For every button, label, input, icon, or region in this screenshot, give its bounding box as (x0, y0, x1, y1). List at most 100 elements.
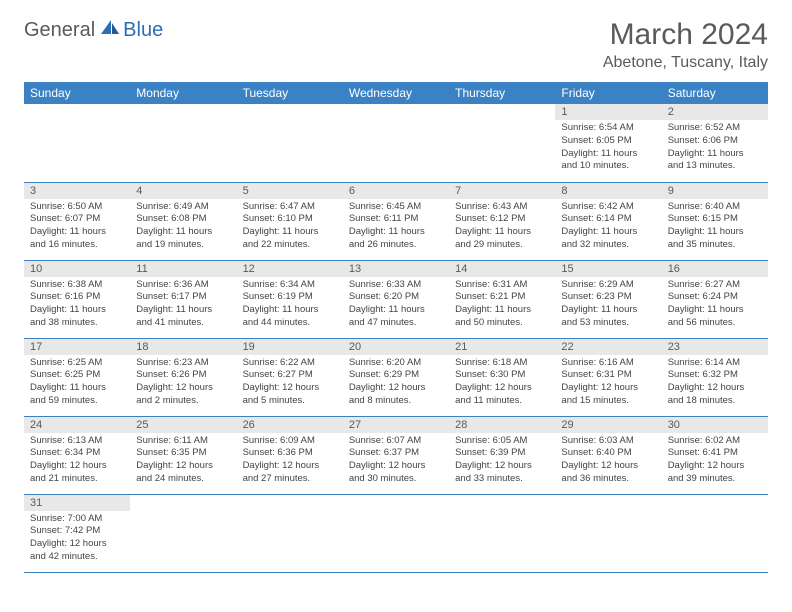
calendar-day-cell: 23Sunrise: 6:14 AMSunset: 6:32 PMDayligh… (662, 338, 768, 416)
daylight-text-1: Daylight: 12 hours (30, 538, 124, 551)
daylight-text-1: Daylight: 12 hours (243, 382, 337, 395)
sunrise-text: Sunrise: 6:33 AM (349, 279, 443, 292)
sunrise-text: Sunrise: 6:42 AM (561, 201, 655, 214)
daylight-text-2: and 33 minutes. (455, 473, 549, 486)
day-details: Sunrise: 6:45 AMSunset: 6:11 PMDaylight:… (343, 199, 449, 256)
daylight-text-2: and 50 minutes. (455, 317, 549, 330)
daylight-text-2: and 19 minutes. (136, 239, 230, 252)
calendar-day-cell: 2Sunrise: 6:52 AMSunset: 6:06 PMDaylight… (662, 104, 768, 182)
day-number: 25 (130, 417, 236, 433)
sunrise-text: Sunrise: 6:40 AM (668, 201, 762, 214)
day-number: 3 (24, 183, 130, 199)
day-details: Sunrise: 6:50 AMSunset: 6:07 PMDaylight:… (24, 199, 130, 256)
sunrise-text: Sunrise: 6:22 AM (243, 357, 337, 370)
daylight-text-2: and 24 minutes. (136, 473, 230, 486)
sunrise-text: Sunrise: 6:05 AM (455, 435, 549, 448)
calendar-day-cell: 12Sunrise: 6:34 AMSunset: 6:19 PMDayligh… (237, 260, 343, 338)
daylight-text-2: and 11 minutes. (455, 395, 549, 408)
daylight-text-1: Daylight: 12 hours (455, 460, 549, 473)
daylight-text-2: and 41 minutes. (136, 317, 230, 330)
calendar-day-cell: 27Sunrise: 6:07 AMSunset: 6:37 PMDayligh… (343, 416, 449, 494)
day-number: 6 (343, 183, 449, 199)
daylight-text-1: Daylight: 12 hours (349, 382, 443, 395)
daylight-text-1: Daylight: 11 hours (561, 226, 655, 239)
daylight-text-2: and 30 minutes. (349, 473, 443, 486)
daylight-text-1: Daylight: 12 hours (136, 460, 230, 473)
sunset-text: Sunset: 6:24 PM (668, 291, 762, 304)
daylight-text-2: and 29 minutes. (455, 239, 549, 252)
daylight-text-1: Daylight: 11 hours (243, 226, 337, 239)
day-details: Sunrise: 6:05 AMSunset: 6:39 PMDaylight:… (449, 433, 555, 490)
daylight-text-1: Daylight: 12 hours (668, 460, 762, 473)
sunset-text: Sunset: 6:08 PM (136, 213, 230, 226)
sunrise-text: Sunrise: 6:14 AM (668, 357, 762, 370)
daylight-text-2: and 38 minutes. (30, 317, 124, 330)
daylight-text-1: Daylight: 12 hours (561, 460, 655, 473)
day-number: 13 (343, 261, 449, 277)
day-header: Friday (555, 82, 661, 104)
calendar-day-cell: 10Sunrise: 6:38 AMSunset: 6:16 PMDayligh… (24, 260, 130, 338)
sunset-text: Sunset: 6:32 PM (668, 369, 762, 382)
daylight-text-2: and 53 minutes. (561, 317, 655, 330)
day-details: Sunrise: 6:07 AMSunset: 6:37 PMDaylight:… (343, 433, 449, 490)
day-details: Sunrise: 6:52 AMSunset: 6:06 PMDaylight:… (662, 120, 768, 177)
sunset-text: Sunset: 6:14 PM (561, 213, 655, 226)
day-number: 28 (449, 417, 555, 433)
calendar-empty-cell (237, 494, 343, 572)
calendar-day-cell: 8Sunrise: 6:42 AMSunset: 6:14 PMDaylight… (555, 182, 661, 260)
sunset-text: Sunset: 6:20 PM (349, 291, 443, 304)
day-details: Sunrise: 6:18 AMSunset: 6:30 PMDaylight:… (449, 355, 555, 412)
day-details: Sunrise: 6:11 AMSunset: 6:35 PMDaylight:… (130, 433, 236, 490)
calendar-day-cell: 22Sunrise: 6:16 AMSunset: 6:31 PMDayligh… (555, 338, 661, 416)
sunset-text: Sunset: 6:11 PM (349, 213, 443, 226)
calendar-day-cell: 6Sunrise: 6:45 AMSunset: 6:11 PMDaylight… (343, 182, 449, 260)
day-number: 23 (662, 339, 768, 355)
logo-text-general: General (24, 19, 95, 42)
sunset-text: Sunset: 6:16 PM (30, 291, 124, 304)
daylight-text-1: Daylight: 11 hours (561, 304, 655, 317)
daylight-text-1: Daylight: 12 hours (455, 382, 549, 395)
daylight-text-1: Daylight: 12 hours (30, 460, 124, 473)
daylight-text-2: and 15 minutes. (561, 395, 655, 408)
day-header: Monday (130, 82, 236, 104)
sunrise-text: Sunrise: 6:34 AM (243, 279, 337, 292)
sunset-text: Sunset: 6:06 PM (668, 135, 762, 148)
day-number: 10 (24, 261, 130, 277)
sunrise-text: Sunrise: 6:31 AM (455, 279, 549, 292)
day-details: Sunrise: 6:42 AMSunset: 6:14 PMDaylight:… (555, 199, 661, 256)
day-details: Sunrise: 6:03 AMSunset: 6:40 PMDaylight:… (555, 433, 661, 490)
day-header: Tuesday (237, 82, 343, 104)
sunrise-text: Sunrise: 6:25 AM (30, 357, 124, 370)
daylight-text-1: Daylight: 11 hours (561, 148, 655, 161)
daylight-text-2: and 10 minutes. (561, 160, 655, 173)
title-block: March 2024 Abetone, Tuscany, Italy (603, 18, 768, 72)
calendar-day-cell: 11Sunrise: 6:36 AMSunset: 6:17 PMDayligh… (130, 260, 236, 338)
sunrise-text: Sunrise: 6:20 AM (349, 357, 443, 370)
calendar-week-row: 3Sunrise: 6:50 AMSunset: 6:07 PMDaylight… (24, 182, 768, 260)
day-number: 18 (130, 339, 236, 355)
daylight-text-2: and 13 minutes. (668, 160, 762, 173)
daylight-text-1: Daylight: 11 hours (136, 304, 230, 317)
day-number: 26 (237, 417, 343, 433)
daylight-text-1: Daylight: 11 hours (455, 304, 549, 317)
daylight-text-2: and 39 minutes. (668, 473, 762, 486)
calendar-week-row: 24Sunrise: 6:13 AMSunset: 6:34 PMDayligh… (24, 416, 768, 494)
daylight-text-1: Daylight: 12 hours (243, 460, 337, 473)
sunset-text: Sunset: 6:26 PM (136, 369, 230, 382)
calendar-day-cell: 17Sunrise: 6:25 AMSunset: 6:25 PMDayligh… (24, 338, 130, 416)
day-number: 7 (449, 183, 555, 199)
day-details: Sunrise: 6:40 AMSunset: 6:15 PMDaylight:… (662, 199, 768, 256)
calendar-day-cell: 20Sunrise: 6:20 AMSunset: 6:29 PMDayligh… (343, 338, 449, 416)
day-number: 12 (237, 261, 343, 277)
calendar-empty-cell (662, 494, 768, 572)
day-header: Saturday (662, 82, 768, 104)
calendar-header-row: SundayMondayTuesdayWednesdayThursdayFrid… (24, 82, 768, 104)
day-details: Sunrise: 6:23 AMSunset: 6:26 PMDaylight:… (130, 355, 236, 412)
daylight-text-1: Daylight: 11 hours (243, 304, 337, 317)
calendar-week-row: 1Sunrise: 6:54 AMSunset: 6:05 PMDaylight… (24, 104, 768, 182)
day-details: Sunrise: 6:38 AMSunset: 6:16 PMDaylight:… (24, 277, 130, 334)
day-number: 30 (662, 417, 768, 433)
calendar-empty-cell (449, 494, 555, 572)
calendar-body: 1Sunrise: 6:54 AMSunset: 6:05 PMDaylight… (24, 104, 768, 572)
sunset-text: Sunset: 6:31 PM (561, 369, 655, 382)
